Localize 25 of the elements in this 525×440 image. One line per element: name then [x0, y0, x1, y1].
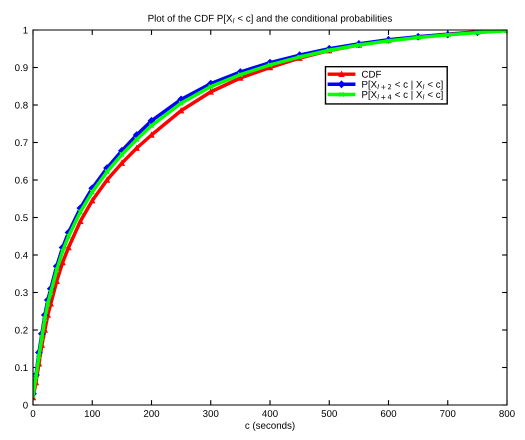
- x-tick-label: 800: [499, 410, 515, 417]
- y-tick-label: 0.1: [15, 364, 28, 372]
- x-tick-label: 500: [322, 410, 337, 417]
- y-tick-label: 0.9: [15, 64, 28, 72]
- y-tick-label: 0.3: [15, 289, 28, 296]
- x-tick-label: 600: [380, 410, 396, 417]
- y-tick-label: 0.8: [15, 102, 28, 109]
- y-tick-label: 0.6: [15, 176, 28, 184]
- x-tick-label: 400: [262, 410, 278, 417]
- x-tick-label: 200: [144, 410, 160, 417]
- y-tick-label: 1: [23, 26, 28, 34]
- y-tick-label: 0.7: [15, 139, 28, 146]
- legend-label: P[X$_{l+2}$ < c | X$_{l}$ < c]: [362, 80, 443, 90]
- y-tick-label: 0.2: [15, 326, 28, 334]
- y-tick-label: 0.4: [15, 252, 28, 259]
- chart-title: Plot of the CDF P[X$_{l}$ < c] and the conditional probabilities: [148, 14, 392, 24]
- y-tick-label: 0.5: [15, 214, 28, 222]
- x-tick-label: 0: [30, 410, 36, 417]
- x-tick-label: 300: [203, 410, 218, 417]
- y-tick-label: 0: [23, 402, 28, 409]
- x-tick-label: 700: [440, 410, 456, 417]
- x-tick-label: 100: [84, 410, 100, 417]
- legend-label: CDF: [362, 70, 382, 78]
- legend-label: P[X$_{l+4}$ < c | X$_{l}$ < c]: [362, 90, 443, 100]
- x-axis-title: c (seconds): [245, 422, 295, 431]
